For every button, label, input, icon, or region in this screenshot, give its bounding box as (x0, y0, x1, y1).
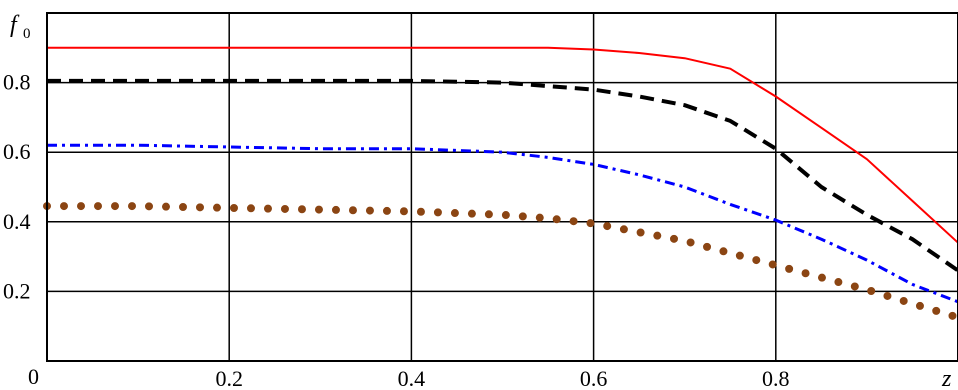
plot-frame (46, 12, 958, 362)
series-line-2 (47, 143, 958, 304)
x-tick-label: 0.8 (762, 366, 790, 390)
x-tick-label: 0.2 (215, 366, 243, 390)
y-axis-label-subscript: 0 (23, 26, 31, 42)
grid-lines (47, 13, 958, 361)
origin-tick-label: 0 (28, 364, 39, 389)
y-tick-label: 0.8 (3, 70, 31, 95)
series-group (43, 46, 958, 322)
tick-labels: 0.2 0.4 0.6 0.8 0.2 0.4 0.6 0.8 (3, 70, 790, 390)
x-axis-label: z (941, 366, 952, 390)
y-tick-label: 0.6 (3, 139, 31, 164)
y-axis-label: f (10, 12, 20, 38)
x-tick-label: 0.4 (398, 366, 426, 390)
y-tick-label: 0.2 (3, 278, 31, 303)
y-tick-label: 0.4 (3, 209, 31, 234)
x-tick-label: 0.6 (580, 366, 608, 390)
series-line-0 (47, 46, 958, 244)
series-line-1 (47, 78, 958, 273)
